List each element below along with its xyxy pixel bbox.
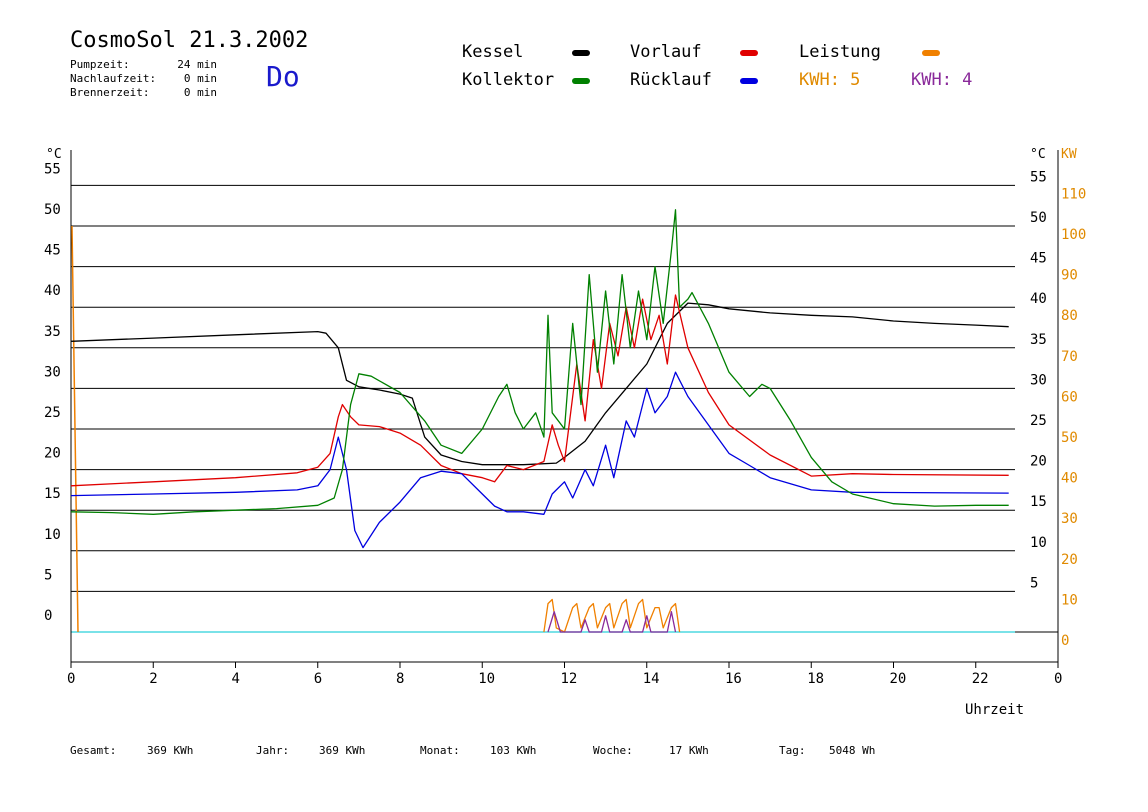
series-line-kollektor: [70, 209, 1009, 515]
y-tick-left-10: 10: [44, 527, 61, 543]
footer-tag-label: Tag:: [779, 744, 806, 757]
x-tick-5: 10: [478, 671, 495, 687]
y-axis-left-unit: °C: [46, 147, 62, 162]
x-tick-8: 16: [725, 671, 742, 687]
footer-woche-label: Woche:: [593, 744, 633, 757]
y-tick-right-15: 15: [1030, 494, 1047, 510]
y-tick-left-5: 5: [44, 567, 52, 583]
legend-kwh2: KWH: 4: [911, 70, 973, 90]
legend-vorlauf-swatch: [740, 50, 758, 56]
stat-brennerzeit-label: Brennerzeit:: [70, 86, 150, 99]
y-axis-right-unit: °C: [1030, 147, 1046, 162]
legend-kwh1: KWH: 5: [799, 70, 861, 90]
series-line-kwh2: [547, 611, 677, 633]
x-tick-3: 6: [314, 671, 322, 687]
series-line-kessel: [70, 302, 1009, 466]
y-tick-power-70: 70: [1061, 349, 1078, 365]
y-tick-left-15: 15: [44, 486, 61, 502]
x-tick-6: 12: [561, 671, 578, 687]
y-tick-power-10: 10: [1061, 592, 1078, 608]
y-tick-right-25: 25: [1030, 413, 1047, 429]
y-tick-right-50: 50: [1030, 210, 1047, 226]
y-tick-power-80: 80: [1061, 308, 1078, 324]
stat-nachlaufzeit-label: Nachlaufzeit:: [70, 72, 157, 85]
legend-ruecklauf-label: Rücklauf: [630, 70, 712, 90]
footer-monat-label: Monat:: [420, 744, 460, 757]
x-tick-0: 0: [67, 671, 75, 687]
series-line-leistung: [543, 598, 681, 633]
y-tick-power-30: 30: [1061, 511, 1078, 527]
y-tick-left-35: 35: [44, 324, 61, 340]
x-tick-2: 4: [232, 671, 240, 687]
temperature-chart: °C °C KW0510152025303540455055510152025303…: [44, 147, 1086, 687]
y-tick-left-20: 20: [44, 446, 61, 462]
weekday-label: Do: [266, 60, 300, 93]
y-tick-right-40: 40: [1030, 291, 1047, 307]
legend-kessel-swatch: [572, 50, 590, 56]
stat-pumpzeit-label: Pumpzeit:: [70, 58, 130, 71]
footer-gesamt-value: 369 KWh: [147, 744, 194, 757]
chart-title: CosmoSol 21.3.2002: [70, 28, 309, 53]
y-tick-right-5: 5: [1030, 575, 1038, 591]
footer-monat-value: 103 KWh: [490, 744, 537, 757]
footer-woche-value: 17 KWh: [669, 744, 709, 757]
x-tick-1: 2: [149, 671, 157, 687]
footer-gesamt-label: Gesamt:: [70, 744, 117, 757]
y-tick-right-10: 10: [1030, 535, 1047, 551]
y-tick-right-30: 30: [1030, 372, 1047, 388]
y-tick-power-100: 100: [1061, 227, 1086, 243]
y-tick-power-40: 40: [1061, 471, 1078, 487]
y-tick-right-55: 55: [1030, 169, 1047, 185]
legend-kollektor-swatch: [572, 78, 590, 84]
y-tick-power-20: 20: [1061, 552, 1078, 568]
x-axis-label: Uhrzeit: [965, 702, 1025, 718]
y-tick-power-110: 110: [1061, 186, 1086, 202]
x-tick-12: 0: [1054, 671, 1062, 687]
stat-pumpzeit-value: 24 min: [177, 58, 217, 71]
y-tick-left-30: 30: [44, 364, 61, 380]
x-tick-7: 14: [643, 671, 660, 687]
y-axis-power-unit: KW: [1061, 147, 1077, 162]
x-tick-10: 20: [890, 671, 907, 687]
y-tick-left-40: 40: [44, 283, 61, 299]
stat-nachlaufzeit-value: 0 min: [183, 72, 217, 85]
y-tick-right-20: 20: [1030, 454, 1047, 470]
series-line-r-cklauf: [70, 371, 1009, 549]
y-tick-power-50: 50: [1061, 430, 1078, 446]
legend-ruecklauf-swatch: [740, 78, 758, 84]
y-tick-left-0: 0: [44, 608, 52, 624]
x-tick-9: 18: [807, 671, 824, 687]
y-tick-left-50: 50: [44, 202, 61, 218]
y-tick-power-90: 90: [1061, 268, 1078, 284]
footer-jahr-label: Jahr:: [256, 744, 290, 757]
y-tick-left-55: 55: [44, 161, 61, 177]
stat-brennerzeit-value: 0 min: [183, 86, 217, 99]
legend-leistung-swatch: [922, 50, 940, 56]
footer-tag-value: 5048 Wh: [829, 744, 876, 757]
x-tick-4: 8: [396, 671, 404, 687]
y-tick-power-0: 0: [1061, 633, 1069, 649]
series-line-vorlauf: [70, 294, 1009, 487]
y-tick-right-45: 45: [1030, 251, 1047, 267]
y-tick-power-60: 60: [1061, 389, 1078, 405]
leistung-start-spike: [71, 225, 79, 633]
y-tick-left-45: 45: [44, 243, 61, 259]
legend-vorlauf-label: Vorlauf: [630, 42, 702, 62]
legend-leistung-label: Leistung: [799, 42, 881, 62]
x-tick-11: 22: [972, 671, 989, 687]
y-tick-left-25: 25: [44, 405, 61, 421]
legend-kessel-label: Kessel: [462, 42, 524, 62]
footer-jahr-value: 369 KWh: [319, 744, 366, 757]
y-tick-right-35: 35: [1030, 332, 1047, 348]
legend-kollektor-label: Kollektor: [462, 70, 555, 90]
